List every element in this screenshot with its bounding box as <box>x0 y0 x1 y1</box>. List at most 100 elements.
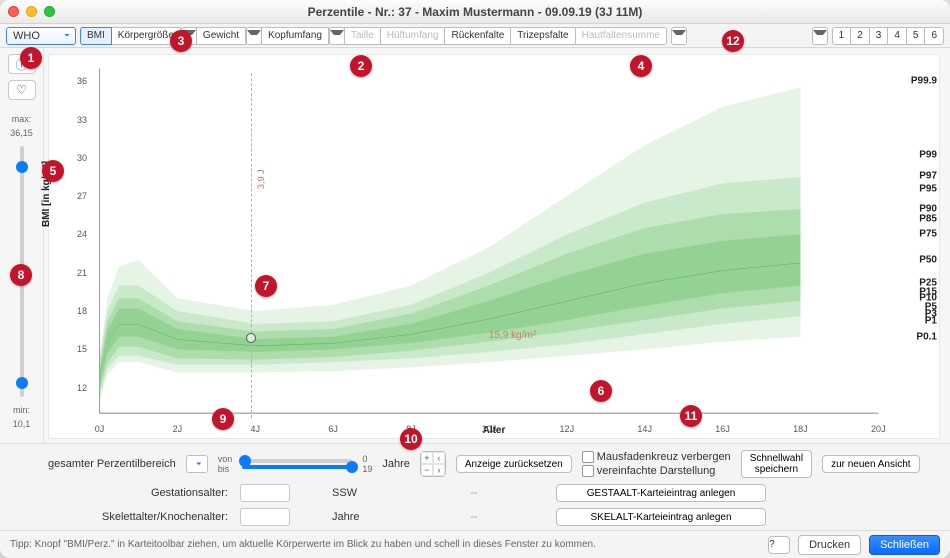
tab-körpergröße[interactable]: Körpergröße <box>111 27 181 45</box>
range-stepper[interactable]: + ‹ − › <box>420 451 446 477</box>
tab-körpergröße-dropdown[interactable] <box>181 27 197 45</box>
y-tick: 15 <box>77 344 87 354</box>
app-window: Perzentile - Nr.: 37 - Maxim Mustermann … <box>0 0 950 558</box>
footer: Tipp: Knopf "BMI/Perz." in Karteitoolbar… <box>0 530 950 558</box>
x-tick: 8J <box>406 424 416 434</box>
y-axis-label: BMI [in kg/m²] <box>41 160 52 226</box>
percentile-label-P50: P50 <box>919 255 937 266</box>
percentile-label-P95: P95 <box>919 183 937 194</box>
gestation-create-button[interactable]: GESTAALT-Karteieintrag anlegen <box>556 484 766 502</box>
x-tick: 14J <box>637 424 652 434</box>
y-tick: 30 <box>77 153 87 163</box>
view-slot-1[interactable]: 1 <box>832 27 852 45</box>
tab-kopfumfang[interactable]: Kopfumfang <box>261 27 329 45</box>
metric-extra-dropdown[interactable] <box>671 27 687 45</box>
x-tick: 20J <box>871 424 886 434</box>
tab-taille: Taille <box>344 27 381 45</box>
tab-gewicht[interactable]: Gewicht <box>196 27 246 45</box>
main: ⓘ ♡ max: 36,15 min: 10,1 BMI [in kg/m²] … <box>0 48 950 443</box>
tab-bmi[interactable]: BMI <box>80 27 112 45</box>
window-title: Perzentile - Nr.: 37 - Maxim Mustermann … <box>0 5 950 19</box>
y-tick: 18 <box>77 306 87 316</box>
skeletal-create-button[interactable]: SKELALT-Karteieintrag anlegen <box>556 508 766 526</box>
skeletal-label: Skelettalter/Knochenalter: <box>48 511 228 523</box>
view-slot-3[interactable]: 3 <box>869 27 889 45</box>
y-zoom-slider[interactable]: max: 36,15 min: 10,1 <box>10 106 33 437</box>
close-button[interactable]: Schließen <box>869 535 940 555</box>
percentile-label-P0.1: P0.1 <box>916 331 937 342</box>
left-rail: ⓘ ♡ max: 36,15 min: 10,1 <box>0 48 44 443</box>
range-slider-to[interactable] <box>242 465 352 469</box>
gestation-na: -- <box>404 487 544 499</box>
to-new-view-button[interactable]: zur neuen Ansicht <box>822 455 920 473</box>
help-button[interactable]: ? <box>768 536 790 554</box>
y-max-value: 36,15 <box>10 128 33 138</box>
simple-view-option[interactable]: vereinfachte Darstellung <box>582 465 731 477</box>
y-max-label: max: <box>12 114 32 124</box>
tab-gewicht-dropdown[interactable] <box>246 27 262 45</box>
y-zoom-track[interactable] <box>20 146 24 397</box>
percentile-chart[interactable]: BMI [in kg/m²] Alter 1215182124273033360… <box>48 54 940 439</box>
range-mode-select[interactable] <box>186 455 208 473</box>
reset-view-button[interactable]: Anzeige zurücksetzen <box>456 455 572 473</box>
footer-tip: Tipp: Knopf "BMI/Perz." in Karteitoolbar… <box>10 539 596 550</box>
range-from-label: von <box>218 454 233 464</box>
hide-crosshair-option[interactable]: Mausfadenkreuz verbergen <box>582 451 731 463</box>
y-tick: 36 <box>77 76 87 86</box>
y-tick: 21 <box>77 268 87 278</box>
info-icon[interactable]: ⓘ <box>8 54 36 74</box>
simple-view-checkbox[interactable] <box>582 465 594 477</box>
percentile-label-P1: P1 <box>925 316 937 327</box>
view-slot-6[interactable]: 6 <box>924 27 944 45</box>
heart-icon[interactable]: ♡ <box>8 80 36 100</box>
x-tick: 10J <box>482 424 497 434</box>
y-zoom-thumb-bot[interactable] <box>16 377 28 389</box>
standard-select-value: WHO <box>13 30 40 42</box>
chart-svg <box>49 55 939 438</box>
range-max: 19 <box>362 464 372 474</box>
stepper-minus-icon[interactable]: − <box>421 464 433 476</box>
x-tick: 0J <box>95 424 105 434</box>
titlebar: Perzentile - Nr.: 37 - Maxim Mustermann … <box>0 0 950 24</box>
tab-hautfaltensumme: Hautfaltensumme <box>575 27 667 45</box>
y-min-value: 10,1 <box>13 419 31 429</box>
range-label: gesamter Perzentilbereich <box>48 458 176 470</box>
toolbar: WHO BMIKörpergröße Gewicht Kopfumfang Taill… <box>0 24 950 48</box>
view-slot-2[interactable]: 2 <box>850 27 870 45</box>
hide-crosshair-checkbox[interactable] <box>582 451 594 463</box>
y-tick: 12 <box>77 383 87 393</box>
gestation-unit: SSW <box>332 487 392 499</box>
gestation-label: Gestationsalter: <box>48 487 228 499</box>
quicksave-button[interactable]: Schnellwahl speichern <box>741 450 812 478</box>
stepper-right-icon[interactable]: › <box>433 464 445 476</box>
percentile-label-P99.9: P99.9 <box>911 76 937 87</box>
data-point-value-label: 15,9 kg/m² <box>489 330 536 341</box>
bottom-panel: gesamter Perzentilbereich von bis 0 19 J… <box>0 443 950 530</box>
view-preset-dropdown[interactable] <box>812 27 828 45</box>
view-slot-5[interactable]: 5 <box>906 27 926 45</box>
stepper-plus-icon[interactable]: + <box>421 452 433 464</box>
x-tick: 18J <box>793 424 808 434</box>
x-tick: 12J <box>560 424 575 434</box>
standard-select[interactable]: WHO <box>6 27 76 45</box>
gestation-input[interactable] <box>240 484 290 502</box>
reference-age-label: 3,9 J <box>256 170 266 190</box>
tab-kopfumfang-dropdown[interactable] <box>329 27 345 45</box>
range-min: 0 <box>362 454 372 464</box>
percentile-label-P75: P75 <box>919 229 937 240</box>
range-slider-from[interactable] <box>242 459 352 463</box>
stepper-left-icon[interactable]: ‹ <box>433 452 445 464</box>
tab-rückenfalte[interactable]: Rückenfalte <box>444 27 511 45</box>
skeletal-input[interactable] <box>240 508 290 526</box>
tab-trizepsfalte[interactable]: Trizepsfalte <box>510 27 575 45</box>
view-number-tabs: 123456 <box>832 27 944 45</box>
y-zoom-thumb-top[interactable] <box>16 161 28 173</box>
print-button[interactable]: Drucken <box>798 535 861 555</box>
skeletal-unit: Jahre <box>332 511 392 523</box>
percentile-label-P99: P99 <box>919 150 937 161</box>
range-unit: Jahre <box>382 458 410 470</box>
x-tick: 2J <box>173 424 183 434</box>
range-to-label: bis <box>218 464 233 474</box>
metric-tabs: BMIKörpergrößeGewichtKopfumfangTailleHüf… <box>80 27 667 45</box>
view-slot-4[interactable]: 4 <box>887 27 907 45</box>
